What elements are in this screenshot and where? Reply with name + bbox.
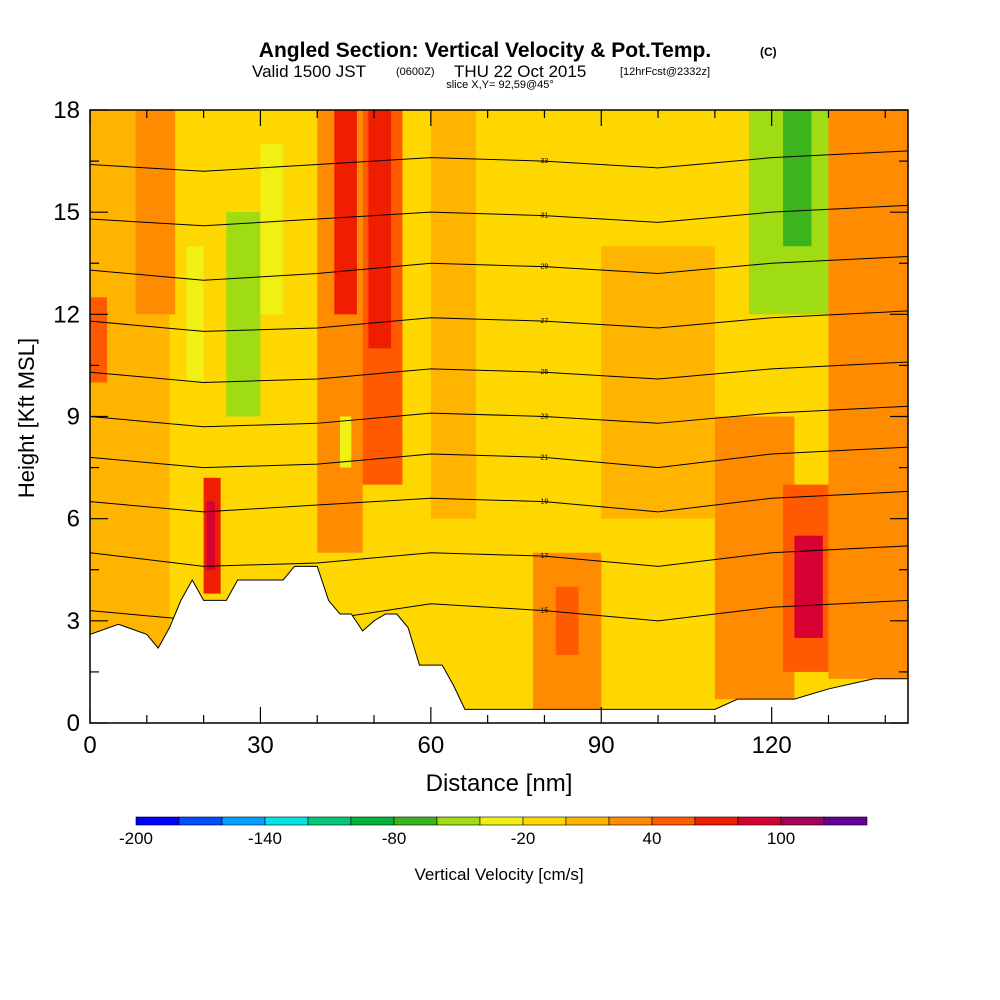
velocity-cell-21 [794, 535, 823, 638]
theta-contour-4 [90, 405, 908, 428]
theta-contour-6 [90, 310, 908, 332]
theta-contour-9 [90, 150, 908, 172]
velocity-cell-3 [135, 110, 176, 315]
colorbar-label: Vertical Velocity [cm/s] [414, 865, 583, 884]
colorbar-swatch-12 [651, 816, 696, 826]
colorbar-swatch-16 [823, 816, 868, 826]
colorbar-tick-label-3: -20 [511, 829, 536, 848]
valid-utc: (0600Z) [396, 66, 435, 78]
x-tick-label-2: 60 [417, 732, 444, 759]
x-tick-label-3: 90 [588, 732, 615, 759]
colorbar-tick-label-4: 40 [643, 829, 662, 848]
y-tick-label-2: 6 [67, 506, 80, 533]
velocity-cell-2 [90, 297, 108, 383]
colorbar-swatch-15 [780, 816, 825, 826]
theta-contour-label-4: 23 [541, 414, 549, 421]
chart-title: Angled Section: Vertical Velocity & Pot.… [259, 39, 711, 62]
colorbar-swatch-8 [479, 816, 524, 826]
colorbar-swatch-6 [393, 816, 438, 826]
colorbar-tick-label-2: -80 [382, 829, 407, 848]
valid-date: THU 22 Oct 2015 [454, 62, 586, 81]
colorbar: -200 -140 -80 -20 40 100 [119, 816, 868, 848]
x-tick-label-1: 30 [247, 732, 274, 759]
velocity-cell-6 [206, 501, 215, 570]
theta-contour-5 [90, 361, 908, 383]
velocity-cell-10 [334, 110, 357, 315]
colorbar-tick-label-0: -200 [119, 829, 153, 848]
colorbar-swatch-9 [522, 816, 567, 826]
velocity-cell-23 [783, 110, 812, 247]
colorbar-swatch-0 [135, 816, 180, 826]
velocity-cell-7 [226, 212, 261, 417]
slice-info: slice X,Y= 92,59@45° [446, 79, 554, 91]
terrain-mask [90, 565, 908, 723]
colorbar-swatch-4 [307, 816, 352, 826]
theta-contour-label-3: 21 [541, 454, 549, 461]
colorbar-swatch-5 [350, 816, 395, 826]
y-tick-label-0: 0 [67, 710, 80, 737]
velocity-cell-4 [186, 246, 204, 383]
theta-contour-8 [90, 204, 908, 227]
theta-contour-label-8: 31 [541, 213, 549, 220]
y-tick-label-6: 18 [53, 97, 80, 124]
colorbar-swatch-7 [436, 816, 481, 826]
chart-title-unit: (C) [760, 45, 777, 59]
colorbar-swatch-10 [565, 816, 610, 826]
theta-contour-label-1: 17 [541, 553, 549, 560]
colorbar-swatch-3 [264, 816, 309, 826]
valid-prefix: Valid 1500 JST [252, 62, 366, 81]
theta-contour-1 [90, 545, 908, 567]
y-tick-label-5: 15 [53, 199, 80, 226]
colorbar-tick-label-1: -140 [248, 829, 282, 848]
velocity-cell-12 [368, 110, 392, 349]
theta-contour-label-5: 25 [541, 369, 549, 376]
theta-contour-label-9: 33 [541, 158, 549, 165]
theta-contour-7 [90, 255, 908, 281]
x-tick-label-4: 120 [752, 732, 792, 759]
y-tick-label-4: 12 [53, 301, 80, 328]
y-axis-label: Height [Kft MSL] [14, 338, 39, 498]
x-axis-label: Distance [nm] [426, 770, 573, 797]
colorbar-swatch-11 [608, 816, 653, 826]
theta-contour-2 [90, 490, 908, 513]
colorbar-swatch-14 [737, 816, 782, 826]
y-tick-label-1: 3 [67, 608, 80, 635]
velocity-cell-24 [828, 110, 908, 679]
y-tick-label-3: 9 [67, 404, 80, 431]
plot-overlay: 0 30 60 90 120 0 3 6 9 12 15 18 [53, 97, 909, 759]
velocity-cell-8 [260, 144, 284, 315]
velocity-cell-18 [601, 246, 715, 519]
colorbar-swatch-2 [221, 816, 266, 826]
plot-area: 15 17 19 21 23 25 27 29 31 33 [90, 110, 908, 723]
theta-contour-label-6: 27 [541, 318, 549, 325]
colorbar-swatch-1 [178, 816, 223, 826]
theta-contour-label-2: 19 [541, 499, 549, 506]
colorbar-swatch-13 [694, 816, 739, 826]
velocity-cell-13 [339, 416, 352, 468]
theta-contour-label-0: 15 [541, 608, 549, 615]
colorbar-tick-label-5: 100 [767, 829, 795, 848]
x-tick-label-0: 0 [83, 732, 96, 759]
velocity-cell-17 [555, 586, 579, 655]
velocity-cell-14 [430, 110, 477, 519]
forecast-info: [12hrFcst@2332z] [620, 66, 710, 78]
theta-contour-label-7: 29 [541, 264, 549, 271]
theta-contour-3 [90, 446, 908, 469]
velocity-cell-15 [476, 110, 545, 451]
